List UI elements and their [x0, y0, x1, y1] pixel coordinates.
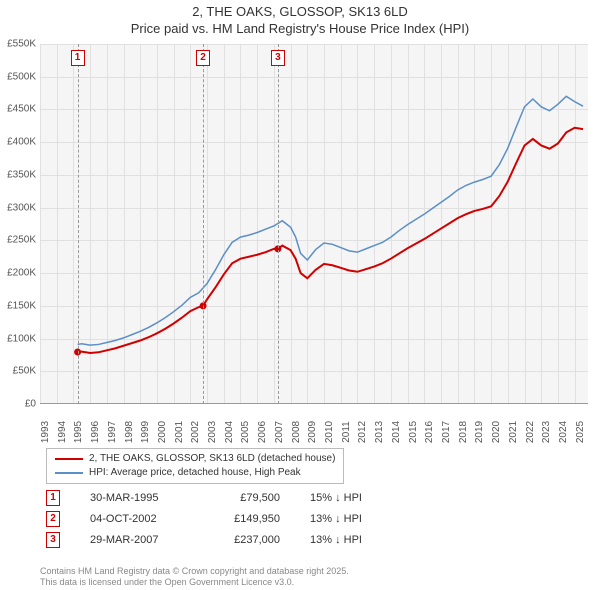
x-tick-label: 2023	[541, 421, 552, 443]
y-tick-label: £150K	[7, 300, 36, 311]
x-tick-label: 2022	[525, 421, 536, 443]
legend-label: HPI: Average price, detached house, High…	[89, 466, 301, 480]
y-tick-label: £0	[25, 399, 36, 410]
x-tick-label: 2014	[391, 421, 402, 443]
legend-color-line	[55, 472, 83, 474]
x-axis: 1993 1994 1995 1996 1997 1998 1999 2000 2001 2002…	[40, 404, 588, 448]
sale-marker-line	[203, 44, 204, 404]
legend-label: 2, THE OAKS, GLOSSOP, SK13 6LD (detached…	[89, 452, 335, 466]
x-tick-label: 2012	[357, 421, 368, 443]
y-axis: £0£50K£100K£150K£200K£250K£300K£350K£400…	[0, 44, 40, 404]
legend-item: 2, THE OAKS, GLOSSOP, SK13 6LD (detached…	[55, 452, 335, 466]
x-tick-label: 2018	[458, 421, 469, 443]
chart-plot-area: 1 2 3	[40, 44, 588, 404]
x-tick-label: 2016	[424, 421, 435, 443]
x-tick-label: 2015	[408, 421, 419, 443]
x-tick-label: 2019	[474, 421, 485, 443]
tx-price: £79,500	[210, 492, 280, 504]
y-tick-label: £350K	[7, 169, 36, 180]
transactions-table: 1 30-MAR-1995 £79,500 15% ↓ HPI 2 04-OCT-2002…	[46, 490, 390, 553]
footer-attribution: Contains HM Land Registry data © Crown c…	[40, 566, 349, 588]
x-tick-label: 2001	[174, 421, 185, 443]
footer-line-1: Contains HM Land Registry data © Crown c…	[40, 566, 349, 577]
sale-marker-box: 1	[71, 50, 85, 66]
transaction-row: 1 30-MAR-1995 £79,500 15% ↓ HPI	[46, 490, 390, 506]
tx-marker: 2	[46, 511, 60, 527]
tx-diff: 13% ↓ HPI	[310, 534, 390, 546]
legend: 2, THE OAKS, GLOSSOP, SK13 6LD (detached…	[46, 448, 344, 484]
x-tick-label: 2025	[575, 421, 586, 443]
tx-marker: 3	[46, 532, 60, 548]
x-tick-label: 2008	[291, 421, 302, 443]
y-tick-label: £300K	[7, 202, 36, 213]
sale-marker-box: 3	[271, 50, 285, 66]
chart-title: 2, THE OAKS, GLOSSOP, SK13 6LD Price pai…	[0, 0, 600, 38]
y-tick-label: £250K	[7, 235, 36, 246]
title-line-1: 2, THE OAKS, GLOSSOP, SK13 6LD	[0, 4, 600, 21]
y-tick-label: £550K	[7, 39, 36, 50]
series-price_paid	[78, 128, 583, 353]
y-tick-label: £450K	[7, 104, 36, 115]
x-tick-label: 2024	[558, 421, 569, 443]
x-tick-label: 2011	[341, 421, 352, 443]
x-tick-label: 2000	[157, 421, 168, 443]
x-tick-label: 1993	[40, 421, 51, 443]
x-tick-label: 2002	[190, 421, 201, 443]
x-tick-label: 1996	[90, 421, 101, 443]
tx-diff: 15% ↓ HPI	[310, 492, 390, 504]
x-tick-label: 2004	[224, 421, 235, 443]
x-tick-label: 1995	[73, 421, 84, 443]
sale-marker-box: 2	[196, 50, 210, 66]
x-tick-label: 2005	[240, 421, 251, 443]
x-tick-label: 2010	[324, 421, 335, 443]
tx-date: 30-MAR-1995	[90, 492, 180, 504]
x-tick-label: 2017	[441, 421, 452, 443]
x-tick-label: 1999	[140, 421, 151, 443]
transaction-row: 2 04-OCT-2002 £149,950 13% ↓ HPI	[46, 511, 390, 527]
tx-marker: 1	[46, 490, 60, 506]
x-tick-label: 1998	[124, 421, 135, 443]
y-tick-label: £400K	[7, 137, 36, 148]
tx-diff: 13% ↓ HPI	[310, 513, 390, 525]
tx-date: 29-MAR-2007	[90, 534, 180, 546]
legend-color-line	[55, 458, 83, 460]
x-tick-label: 1994	[57, 421, 68, 443]
sale-marker-line	[78, 44, 79, 404]
x-tick-label: 2007	[274, 421, 285, 443]
x-tick-label: 2020	[491, 421, 502, 443]
x-tick-label: 2003	[207, 421, 218, 443]
y-tick-label: £50K	[13, 366, 36, 377]
tx-price: £237,000	[210, 534, 280, 546]
series-hpi	[78, 96, 583, 345]
title-line-2: Price paid vs. HM Land Registry's House …	[0, 21, 600, 38]
chart-svg	[40, 44, 588, 404]
sale-marker-line	[278, 44, 279, 404]
x-tick-label: 2006	[257, 421, 268, 443]
legend-item: HPI: Average price, detached house, High…	[55, 466, 335, 480]
tx-date: 04-OCT-2002	[90, 513, 180, 525]
x-tick-label: 1997	[107, 421, 118, 443]
y-tick-label: £500K	[7, 71, 36, 82]
footer-line-2: This data is licensed under the Open Gov…	[40, 577, 349, 588]
tx-price: £149,950	[210, 513, 280, 525]
y-tick-label: £200K	[7, 268, 36, 279]
x-tick-label: 2013	[374, 421, 385, 443]
y-tick-label: £100K	[7, 333, 36, 344]
x-tick-label: 2009	[307, 421, 318, 443]
x-tick-label: 2021	[508, 421, 519, 443]
transaction-row: 3 29-MAR-2007 £237,000 13% ↓ HPI	[46, 532, 390, 548]
